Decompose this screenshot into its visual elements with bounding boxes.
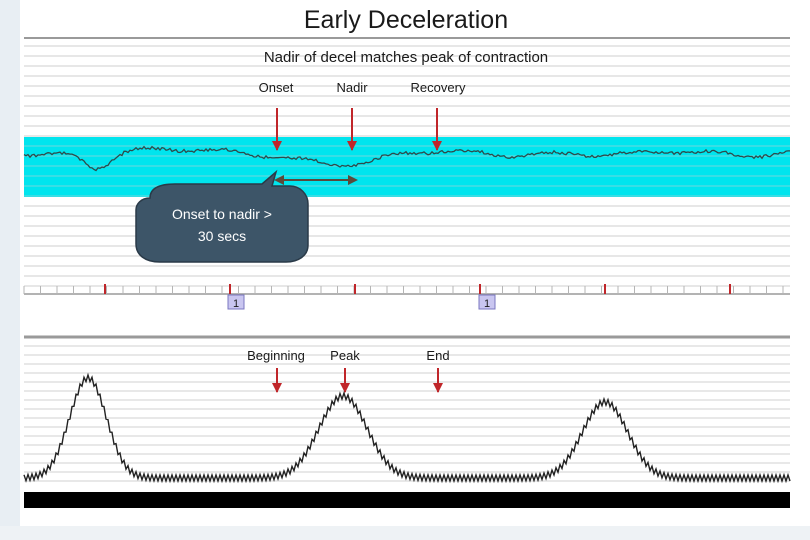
subtitle: Nadir of decel matches peak of contracti… bbox=[264, 49, 548, 66]
callout-bubble: Onset to nadir > 30 secs bbox=[135, 169, 309, 263]
left-edge-shade bbox=[0, 0, 20, 540]
peak-label: Peak bbox=[330, 348, 360, 363]
callout-line-2: 30 secs bbox=[198, 228, 246, 244]
end-label: End bbox=[426, 348, 449, 363]
beginning-label: Beginning bbox=[247, 348, 305, 363]
event-marker-label: 1 bbox=[484, 298, 490, 310]
page-title: Early Deceleration bbox=[304, 6, 508, 34]
band-grid-lines bbox=[24, 145, 790, 197]
uc-grid bbox=[24, 335, 790, 482]
event-marker: 1 bbox=[478, 294, 496, 310]
recovery-label: Recovery bbox=[411, 80, 466, 95]
fhr-trace bbox=[23, 145, 790, 172]
event-marker: 1 bbox=[227, 294, 245, 310]
minute-tick-strip bbox=[23, 284, 790, 295]
onset-to-nadir-arrow bbox=[274, 175, 358, 185]
bottom-bar bbox=[24, 492, 790, 508]
onset-label: Onset bbox=[259, 80, 294, 95]
uc-trace bbox=[23, 372, 791, 484]
callout-line-1: Onset to nadir > bbox=[172, 206, 272, 222]
bottom-edge-shade bbox=[0, 526, 810, 540]
nadir-label: Nadir bbox=[336, 80, 368, 95]
event-marker-label: 1 bbox=[233, 298, 239, 310]
